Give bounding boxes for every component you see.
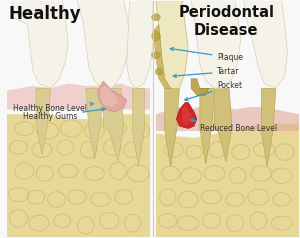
Polygon shape (133, 88, 144, 166)
Polygon shape (244, 1, 288, 88)
Polygon shape (191, 1, 241, 88)
Polygon shape (77, 1, 130, 88)
Polygon shape (7, 114, 150, 237)
Polygon shape (191, 79, 208, 95)
Polygon shape (165, 88, 179, 166)
Polygon shape (261, 88, 276, 166)
Text: Pocket: Pocket (185, 81, 242, 100)
Polygon shape (176, 102, 197, 129)
Text: Healthy Gums: Healthy Gums (23, 108, 105, 121)
Polygon shape (153, 24, 171, 88)
Polygon shape (100, 86, 118, 107)
Polygon shape (86, 88, 103, 159)
Polygon shape (182, 105, 191, 126)
Ellipse shape (152, 31, 160, 41)
Polygon shape (7, 84, 150, 109)
Text: Periodontal
Disease: Periodontal Disease (178, 5, 274, 38)
Polygon shape (156, 124, 299, 237)
Text: Plaque: Plaque (170, 48, 243, 62)
Text: Healthy: Healthy (8, 5, 81, 23)
Text: Tartar: Tartar (173, 67, 240, 77)
Polygon shape (156, 105, 299, 131)
Ellipse shape (152, 52, 160, 59)
Polygon shape (98, 81, 127, 112)
Polygon shape (156, 1, 188, 88)
Polygon shape (13, 1, 68, 88)
Ellipse shape (155, 68, 163, 75)
Polygon shape (103, 88, 124, 162)
Polygon shape (200, 88, 214, 164)
Polygon shape (214, 88, 232, 162)
Polygon shape (36, 88, 51, 154)
Text: Reduced Bone Level: Reduced Bone Level (191, 119, 277, 133)
Ellipse shape (152, 14, 160, 21)
Text: Healthy Bone Level: Healthy Bone Level (13, 103, 93, 113)
Polygon shape (127, 1, 153, 88)
